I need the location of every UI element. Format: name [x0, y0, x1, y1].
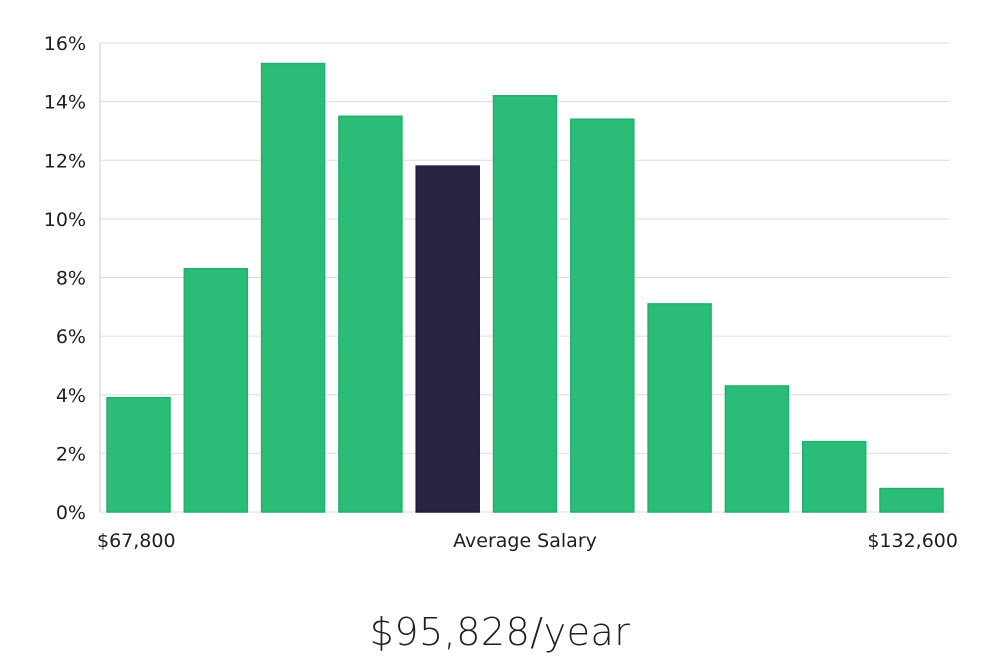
y-tick-label: 4%: [56, 385, 86, 407]
bar-bin-11: [879, 487, 944, 513]
bars: [106, 62, 944, 513]
x-label-max: $132,600: [867, 530, 958, 552]
bar-bin-1: [106, 396, 171, 513]
bar-bin-4: [338, 115, 403, 513]
x-label-min: $67,800: [97, 530, 176, 552]
y-tick-label: 0%: [56, 502, 86, 524]
y-tick-label: 14%: [44, 92, 86, 114]
bar-bin-8: [647, 303, 712, 513]
average-salary-value: $95,828/year: [369, 610, 631, 654]
y-tick-label: 10%: [44, 209, 86, 231]
bar-average-salary: [415, 165, 480, 513]
bar-bin-2: [183, 267, 249, 513]
bar-bin-10: [801, 440, 867, 513]
y-tick-label: 12%: [44, 150, 86, 172]
bar-bin-6: [492, 95, 558, 513]
y-tick-label: 2%: [56, 443, 86, 465]
x-label-center: Average Salary: [453, 530, 597, 552]
salary-distribution-chart: 0% 2% 4% 6% 8% 10% 12% 14% 16% $67,800 Average S…: [44, 33, 958, 552]
y-tick-label: 16%: [44, 33, 86, 55]
bar-bin-7: [570, 118, 635, 513]
y-tick-label: 6%: [56, 326, 86, 348]
y-axis-ticks: 0% 2% 4% 6% 8% 10% 12% 14% 16%: [44, 33, 86, 524]
y-tick-label: 8%: [56, 268, 86, 290]
bar-bin-3: [260, 62, 326, 513]
bar-bin-9: [724, 385, 790, 513]
